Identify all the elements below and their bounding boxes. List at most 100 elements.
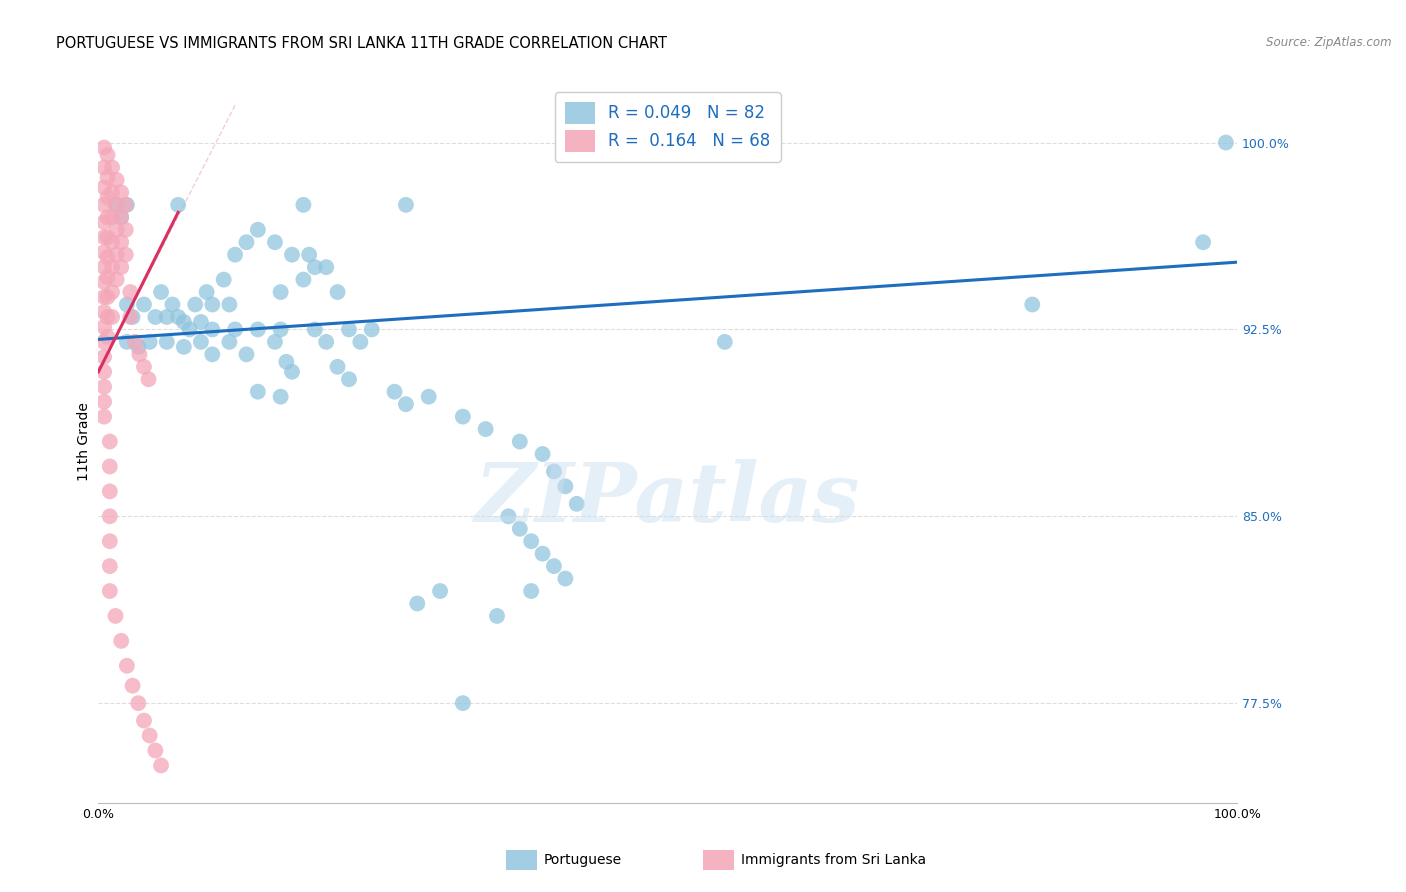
Point	[114, 223, 136, 237]
Legend: R = 0.049   N = 82, R =  0.164   N = 68: R = 0.049 N = 82, R = 0.164 N = 68	[555, 92, 780, 161]
Point	[173, 340, 195, 354]
Point	[150, 285, 173, 299]
Text: ZIPatlas: ZIPatlas	[475, 459, 860, 540]
Point	[93, 394, 115, 409]
Point	[110, 211, 132, 225]
Point	[224, 322, 246, 336]
Point	[173, 315, 195, 329]
Point	[384, 384, 406, 399]
Point	[531, 547, 554, 561]
Text: Immigrants from Sri Lanka: Immigrants from Sri Lanka	[741, 853, 927, 867]
Point	[128, 347, 150, 361]
Point	[190, 334, 212, 349]
Point	[292, 198, 315, 212]
Point	[93, 320, 115, 334]
Point	[104, 609, 127, 624]
Point	[201, 347, 224, 361]
Point	[360, 322, 382, 336]
Point	[115, 334, 138, 349]
Point	[101, 260, 124, 274]
Point	[93, 140, 115, 154]
Point	[224, 248, 246, 262]
Point	[98, 559, 121, 574]
Point	[486, 609, 509, 624]
Point	[276, 355, 298, 369]
Point	[395, 397, 418, 411]
Point	[110, 260, 132, 274]
Point	[218, 297, 240, 311]
Point	[1021, 297, 1043, 311]
Point	[298, 248, 321, 262]
Point	[270, 285, 292, 299]
Point	[132, 359, 155, 374]
Point	[110, 633, 132, 648]
Point	[315, 260, 337, 274]
Point	[115, 297, 138, 311]
Point	[429, 584, 451, 599]
Point	[98, 434, 121, 449]
Point	[150, 758, 173, 772]
Point	[121, 310, 143, 324]
Point	[96, 250, 118, 264]
Point	[156, 310, 179, 324]
Point	[120, 310, 142, 324]
Point	[235, 347, 257, 361]
Point	[326, 359, 349, 374]
Point	[195, 285, 218, 299]
Point	[138, 372, 160, 386]
Point	[98, 509, 121, 524]
Point	[132, 297, 155, 311]
Point	[246, 322, 269, 336]
Point	[96, 270, 118, 285]
Point	[93, 275, 115, 289]
Point	[93, 215, 115, 229]
Point	[127, 696, 149, 710]
Point	[184, 297, 207, 311]
Point	[349, 334, 371, 349]
Point	[101, 161, 124, 175]
Point	[105, 248, 128, 262]
Point	[304, 260, 326, 274]
Point	[124, 334, 146, 349]
Point	[167, 198, 190, 212]
Point	[201, 322, 224, 336]
Point	[110, 211, 132, 225]
Point	[105, 272, 128, 286]
Point	[418, 390, 440, 404]
Point	[93, 245, 115, 260]
Point	[110, 186, 132, 200]
Point	[179, 322, 201, 336]
Point	[96, 211, 118, 225]
Point	[98, 484, 121, 499]
Point	[167, 310, 190, 324]
Point	[93, 334, 115, 349]
Point	[451, 409, 474, 424]
Point	[132, 714, 155, 728]
Point	[105, 198, 128, 212]
Point	[101, 285, 124, 299]
Point	[110, 235, 132, 250]
Point	[101, 235, 124, 250]
Point	[218, 334, 240, 349]
Point	[121, 679, 143, 693]
Point	[543, 559, 565, 574]
Point	[101, 310, 124, 324]
Point	[93, 230, 115, 244]
Point	[115, 198, 138, 212]
Point	[246, 223, 269, 237]
Text: Source: ZipAtlas.com: Source: ZipAtlas.com	[1267, 36, 1392, 49]
Point	[105, 223, 128, 237]
Point	[395, 198, 418, 212]
Y-axis label: 11th Grade: 11th Grade	[77, 402, 91, 481]
Point	[190, 315, 212, 329]
Point	[96, 330, 118, 344]
Point	[101, 186, 124, 200]
Point	[474, 422, 496, 436]
Point	[246, 384, 269, 399]
Point	[281, 248, 304, 262]
Point	[270, 390, 292, 404]
Point	[337, 372, 360, 386]
Point	[145, 743, 167, 757]
Point	[520, 534, 543, 549]
Point	[156, 334, 179, 349]
